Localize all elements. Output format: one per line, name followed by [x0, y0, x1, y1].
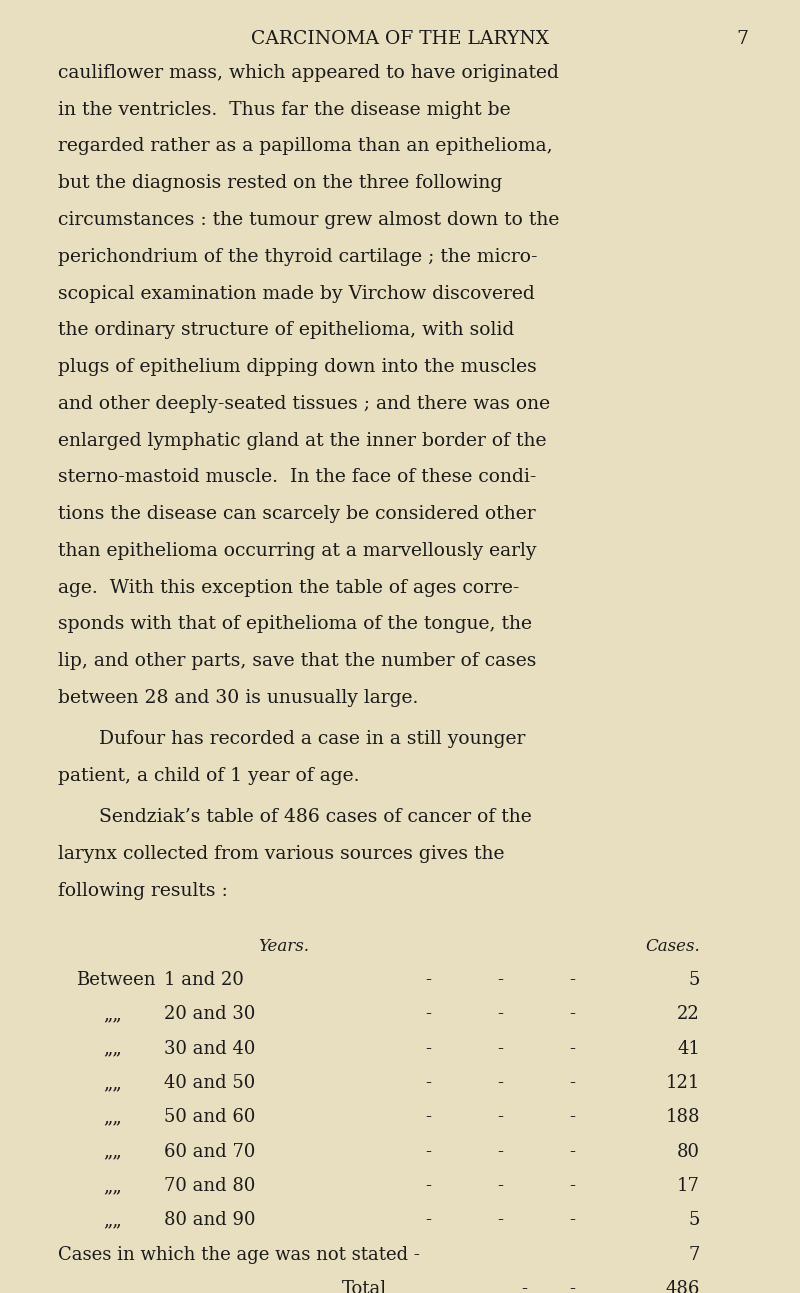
Text: -: - — [497, 1212, 503, 1230]
Text: perichondrium of the thyroid cartilage ; the micro-: perichondrium of the thyroid cartilage ;… — [58, 248, 537, 266]
Text: -: - — [425, 1108, 431, 1126]
Text: sterno-mastoid muscle.  In the face of these condi-: sterno-mastoid muscle. In the face of th… — [58, 468, 536, 486]
Text: 188: 188 — [666, 1108, 700, 1126]
Text: 50 and 60: 50 and 60 — [164, 1108, 255, 1126]
Text: circumstances : the tumour grew almost down to the: circumstances : the tumour grew almost d… — [58, 211, 559, 229]
Text: 30 and 40: 30 and 40 — [164, 1040, 255, 1058]
Text: 80 and 90: 80 and 90 — [164, 1212, 255, 1230]
Text: -: - — [569, 1143, 575, 1161]
Text: -: - — [497, 1177, 503, 1195]
Text: Total: Total — [342, 1280, 386, 1293]
Text: Sendziak’s table of 486 cases of cancer of the: Sendziak’s table of 486 cases of cancer … — [99, 808, 532, 826]
Text: Dufour has recorded a case in a still younger: Dufour has recorded a case in a still yo… — [99, 731, 526, 749]
Text: „„: „„ — [104, 1177, 122, 1195]
Text: -: - — [425, 1040, 431, 1058]
Text: -: - — [569, 1074, 575, 1093]
Text: lip, and other parts, save that the number of cases: lip, and other parts, save that the numb… — [58, 652, 536, 670]
Text: 5: 5 — [689, 1212, 700, 1230]
Text: -: - — [425, 1074, 431, 1093]
Text: -: - — [425, 1212, 431, 1230]
Text: 7: 7 — [689, 1246, 700, 1263]
Text: „„: „„ — [104, 1143, 122, 1161]
Text: -: - — [497, 1108, 503, 1126]
Text: enlarged lymphatic gland at the inner border of the: enlarged lymphatic gland at the inner bo… — [58, 432, 546, 450]
Text: in the ventricles.  Thus far the disease might be: in the ventricles. Thus far the disease … — [58, 101, 510, 119]
Text: -: - — [569, 971, 575, 989]
Text: 41: 41 — [677, 1040, 700, 1058]
Text: -: - — [497, 1005, 503, 1023]
Text: 60 and 70: 60 and 70 — [164, 1143, 255, 1161]
Text: age.  With this exception the table of ages corre-: age. With this exception the table of ag… — [58, 578, 519, 596]
Text: and other deeply-seated tissues ; and there was one: and other deeply-seated tissues ; and th… — [58, 394, 550, 412]
Text: -: - — [497, 1040, 503, 1058]
Text: than epithelioma occurring at a marvellously early: than epithelioma occurring at a marvello… — [58, 542, 536, 560]
Text: 486: 486 — [666, 1280, 700, 1293]
Text: 70 and 80: 70 and 80 — [164, 1177, 255, 1195]
Text: between 28 and 30 is unusually large.: between 28 and 30 is unusually large. — [58, 689, 418, 707]
Text: 20 and 30: 20 and 30 — [164, 1005, 255, 1023]
Text: Between: Between — [77, 971, 156, 989]
Text: -: - — [497, 1074, 503, 1093]
Text: „„: „„ — [104, 1040, 122, 1058]
Text: „„: „„ — [104, 1074, 122, 1093]
Text: Years.: Years. — [258, 939, 310, 956]
Text: sponds with that of epithelioma of the tongue, the: sponds with that of epithelioma of the t… — [58, 615, 532, 634]
Text: 7: 7 — [736, 31, 748, 48]
Text: 80: 80 — [677, 1143, 700, 1161]
Text: 40 and 50: 40 and 50 — [164, 1074, 255, 1093]
Text: -: - — [425, 1177, 431, 1195]
Text: Cases in which the age was not stated -: Cases in which the age was not stated - — [58, 1246, 419, 1263]
Text: CARCINOMA OF THE LARYNX: CARCINOMA OF THE LARYNX — [251, 31, 549, 48]
Text: -: - — [425, 971, 431, 989]
Text: Cases.: Cases. — [646, 939, 700, 956]
Text: -: - — [569, 1040, 575, 1058]
Text: 121: 121 — [666, 1074, 700, 1093]
Text: 1 and 20: 1 and 20 — [164, 971, 244, 989]
Text: „„: „„ — [104, 1212, 122, 1230]
Text: -: - — [569, 1005, 575, 1023]
Text: plugs of epithelium dipping down into the muscles: plugs of epithelium dipping down into th… — [58, 358, 536, 376]
Text: 17: 17 — [677, 1177, 700, 1195]
Text: -: - — [521, 1280, 527, 1293]
Text: 22: 22 — [678, 1005, 700, 1023]
Text: patient, a child of 1 year of age.: patient, a child of 1 year of age. — [58, 767, 359, 785]
Text: the ordinary structure of epithelioma, with solid: the ordinary structure of epithelioma, w… — [58, 321, 514, 339]
Text: 5: 5 — [689, 971, 700, 989]
Text: -: - — [569, 1108, 575, 1126]
Text: scopical examination made by Virchow discovered: scopical examination made by Virchow dis… — [58, 284, 534, 303]
Text: „„: „„ — [104, 1108, 122, 1126]
Text: -: - — [569, 1280, 575, 1293]
Text: larynx collected from various sources gives the: larynx collected from various sources gi… — [58, 844, 504, 862]
Text: cauliflower mass, which appeared to have originated: cauliflower mass, which appeared to have… — [58, 63, 558, 81]
Text: -: - — [569, 1212, 575, 1230]
Text: but the diagnosis rested on the three following: but the diagnosis rested on the three fo… — [58, 175, 502, 193]
Text: tions the disease can scarcely be considered other: tions the disease can scarcely be consid… — [58, 506, 535, 524]
Text: „„: „„ — [104, 1005, 122, 1023]
Text: regarded rather as a papilloma than an epithelioma,: regarded rather as a papilloma than an e… — [58, 137, 552, 155]
Text: -: - — [425, 1143, 431, 1161]
Text: -: - — [569, 1177, 575, 1195]
Text: following results :: following results : — [58, 882, 227, 900]
Text: -: - — [425, 1005, 431, 1023]
Text: -: - — [497, 1143, 503, 1161]
Text: -: - — [497, 971, 503, 989]
